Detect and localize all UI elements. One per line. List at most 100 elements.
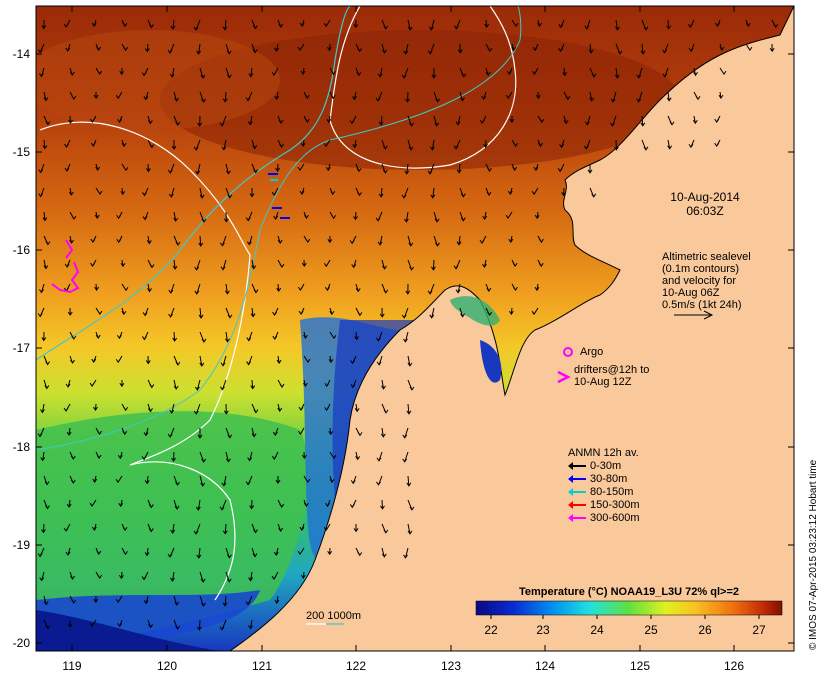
velocity-vector [589, 67, 597, 78]
velocity-vector [219, 379, 227, 391]
velocity-vector [300, 571, 306, 579]
velocity-vector [143, 91, 149, 101]
velocity-vector [433, 115, 440, 127]
velocity-vector [143, 427, 149, 437]
velocity-vector [117, 619, 123, 628]
velocity-vector [325, 163, 331, 172]
velocity-vector [584, 19, 591, 30]
velocity-vector [303, 235, 311, 243]
velocity-vector [69, 91, 77, 100]
velocity-vector [194, 379, 201, 391]
velocity-vector [459, 91, 465, 102]
velocity-vector [714, 139, 721, 148]
velocity-vector [173, 475, 180, 486]
velocity-vector [375, 211, 383, 222]
velocity-vector [666, 19, 672, 30]
velocity-vector [167, 547, 175, 558]
velocity-vector [276, 283, 282, 292]
isobath-1000m [36, 6, 351, 361]
velocity-vector [349, 115, 357, 125]
velocity-vector [666, 91, 672, 102]
velocity-vector [403, 43, 409, 55]
velocity-vector [531, 67, 539, 76]
velocity-vector [355, 451, 361, 461]
velocity-vector [199, 211, 207, 223]
velocity-vector [407, 259, 415, 271]
velocity-vector [350, 355, 357, 365]
velocity-vector [40, 451, 46, 462]
velocity-vector [378, 187, 384, 198]
velocity-vector [251, 139, 258, 150]
velocity-vector [613, 139, 619, 151]
velocity-vector [141, 571, 149, 581]
isobath-legend: 200 1000m [306, 610, 362, 622]
velocity-vector [299, 19, 305, 27]
lat-tick-label: -15 [13, 145, 31, 159]
velocity-vector [714, 115, 721, 124]
velocity-vector [116, 235, 123, 244]
velocity-vector [561, 187, 567, 197]
velocity-vector [220, 235, 227, 247]
velocity-vector [641, 139, 649, 151]
velocity-vector [225, 307, 233, 319]
velocity-vector [562, 67, 568, 77]
velocity-vector [170, 571, 175, 582]
velocity-vector [583, 139, 591, 150]
velocity-vector [42, 211, 48, 222]
velocity-vector [299, 523, 305, 531]
velocity-vector [272, 427, 279, 436]
velocity-vector [589, 91, 595, 102]
velocity-vector [381, 547, 387, 558]
velocity-vector [482, 259, 487, 269]
velocity-vector [194, 259, 201, 271]
velocity-vector [667, 115, 675, 126]
velocity-vector [43, 619, 51, 630]
velocity-vector [353, 211, 358, 221]
velocity-vector [220, 355, 227, 367]
velocity-vector [68, 187, 74, 196]
velocity-vector [427, 163, 435, 175]
velocity-vector [69, 235, 75, 244]
velocity-vector [221, 475, 227, 487]
velocity-vector [349, 235, 357, 245]
velocity-vector [147, 115, 153, 125]
velocity-vector [173, 115, 181, 126]
velocity-vector [535, 91, 541, 100]
velocity-vector [404, 163, 410, 175]
velocity-vector [401, 67, 409, 79]
velocity-vector [455, 283, 461, 294]
velocity-vector [640, 43, 646, 55]
velocity-vector [143, 595, 149, 605]
velocity-vector [297, 547, 305, 555]
velocity-vector [69, 595, 77, 604]
velocity-vector [248, 67, 254, 78]
velocity-vector [168, 307, 175, 318]
velocity-vector [223, 403, 229, 415]
velocity-vector [120, 187, 126, 196]
velocity-vector [246, 235, 253, 246]
velocity-vector [325, 499, 331, 508]
velocity-vector [147, 499, 154, 509]
velocity-vector [534, 211, 540, 220]
velocity-vector [297, 163, 305, 171]
velocity-vector [170, 19, 176, 30]
velocity-vector [43, 355, 51, 366]
velocity-vector [693, 91, 701, 101]
altimetry-line: 10-Aug 06Z [662, 287, 720, 299]
velocity-vector [142, 307, 149, 317]
anmn-legend-label: 80-150m [590, 486, 634, 498]
velocity-vector [558, 19, 565, 29]
velocity-vector [610, 91, 617, 103]
velocity-vector [120, 259, 126, 268]
velocity-vector [245, 595, 253, 606]
velocity-vector [688, 139, 695, 149]
velocity-vector [67, 619, 73, 628]
velocity-vector [225, 427, 233, 439]
arrow-left-icon [568, 462, 586, 470]
velocity-vector [406, 475, 412, 487]
velocity-vector [251, 547, 258, 558]
velocity-vector [587, 163, 593, 174]
velocity-vector [381, 139, 388, 150]
colorbar-tick-label: 24 [590, 623, 604, 637]
velocity-vector [89, 115, 97, 123]
